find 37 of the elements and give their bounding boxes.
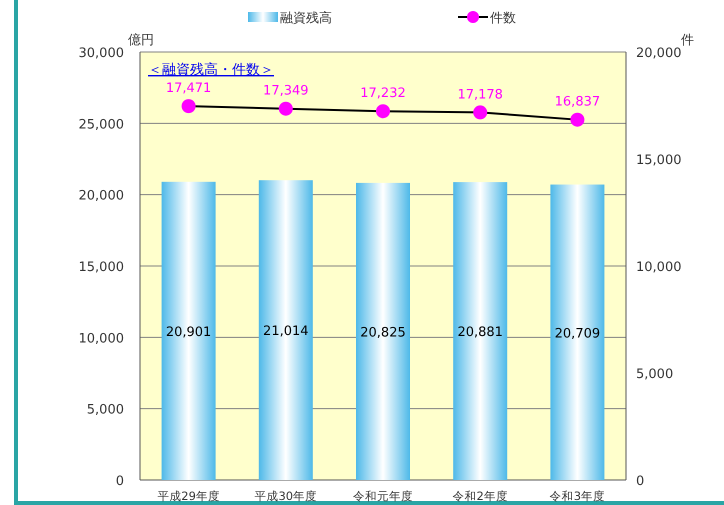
y-axis-title: 億円 <box>128 33 154 48</box>
y2-tick-label: 15,000 <box>636 153 682 168</box>
data-label: 20,709 <box>554 326 600 342</box>
data-label: 20,881 <box>457 325 503 340</box>
x-tick-label: 令和3年度 <box>550 489 606 503</box>
data-label: 17,232 <box>360 86 406 102</box>
data-label: 16,837 <box>554 94 600 110</box>
data-label: 17,178 <box>457 87 503 102</box>
point <box>473 105 488 120</box>
point <box>182 99 196 114</box>
y-tick-label: 20,000 <box>78 188 124 204</box>
x-tick-label: 令和2年度 <box>452 489 508 503</box>
y2-tick-label: 5,000 <box>636 367 674 382</box>
y-tick-label: 0 <box>116 474 124 489</box>
data-label: 21,014 <box>263 324 309 340</box>
x-tick-label: 令和元年度 <box>353 489 413 503</box>
point <box>570 112 584 127</box>
data-label: 17,471 <box>166 81 212 96</box>
point <box>376 104 390 118</box>
y2-axis-title: 件 <box>681 33 694 48</box>
point <box>278 102 293 116</box>
legend-label: 件数 <box>490 11 516 26</box>
x-tick-label: 平成30年度 <box>254 489 318 503</box>
x-tick-label: 平成29年度 <box>157 489 220 503</box>
y-tick-label: 25,000 <box>78 117 124 132</box>
y2-tick-label: 20,000 <box>636 46 682 61</box>
y2-tick-label: 0 <box>636 474 644 489</box>
y-tick-label: 5,000 <box>86 402 124 418</box>
legend-label: 融資残高 <box>280 10 332 26</box>
y2-tick-label: 10,000 <box>636 260 682 275</box>
data-label: 20,825 <box>360 325 406 340</box>
y-tick-label: 10,000 <box>78 331 124 346</box>
data-label: 17,349 <box>263 84 309 99</box>
y-tick-label: 15,000 <box>78 260 124 275</box>
y-tick-label: 30,000 <box>78 46 124 61</box>
text: ＜融資残高・件数＞ <box>148 62 274 78</box>
data-label: 20,901 <box>166 324 212 340</box>
